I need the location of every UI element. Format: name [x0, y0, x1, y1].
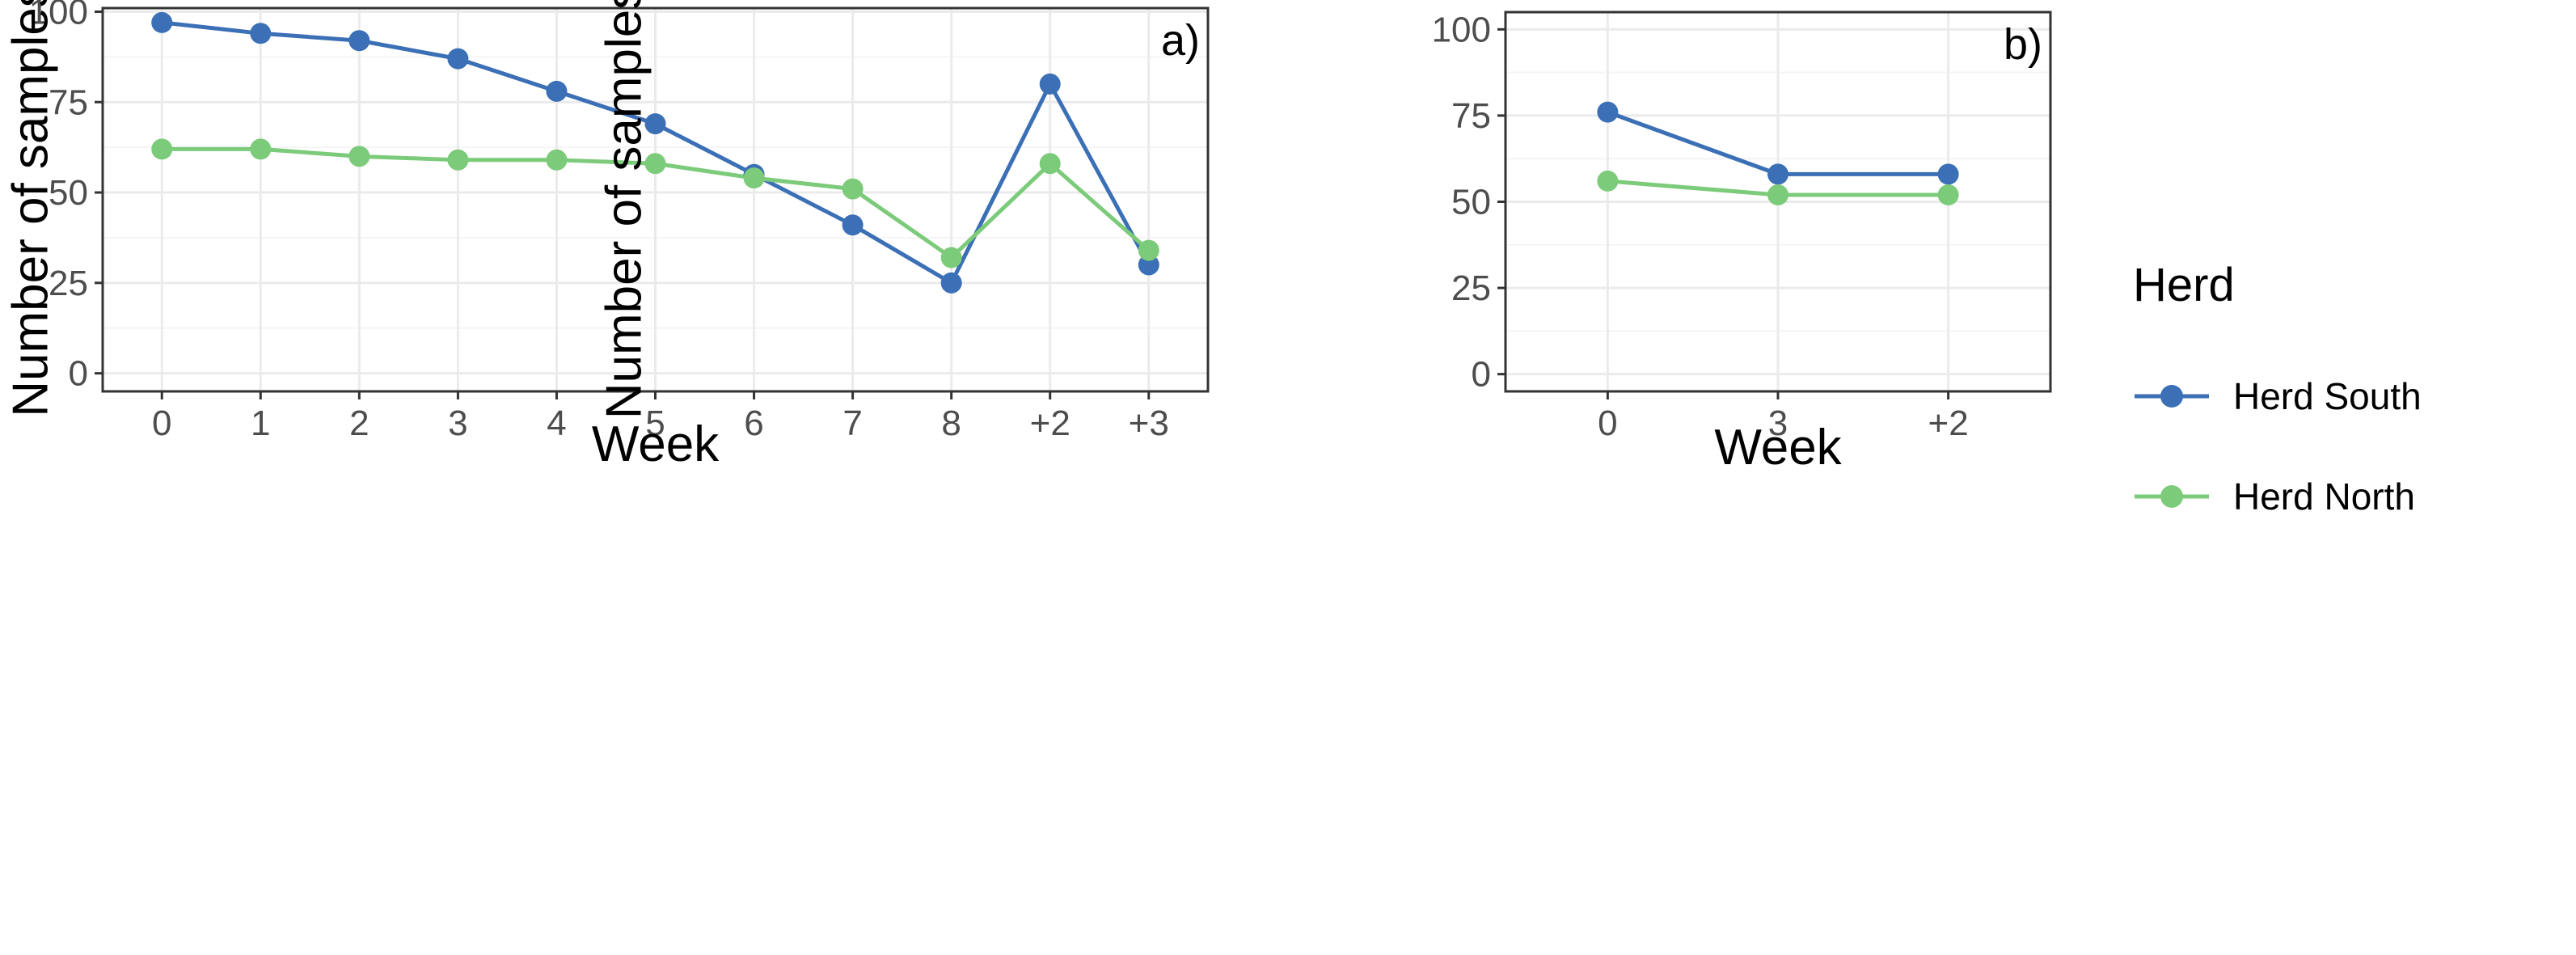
pb-y-tick-label: 100 [1432, 10, 1491, 49]
panel-a-x-axis-title: Week [592, 416, 720, 472]
pb-x-tick-label: 0 [1598, 404, 1617, 443]
pa-point-herd-north [1039, 153, 1061, 175]
legend-label-herd-north: Herd North [2233, 475, 2415, 518]
pa-point-herd-south [1138, 254, 1159, 276]
pa-x-tick-label: +3 [1129, 404, 1169, 443]
pb-y-tick-label: 75 [1451, 96, 1491, 136]
pa-point-herd-north [447, 149, 469, 171]
legend: Herd Herd South Herd North [2133, 259, 2422, 518]
pa-point-herd-south [940, 272, 962, 294]
pa-point-herd-south [644, 113, 666, 135]
pb-point-herd-north [1597, 170, 1619, 192]
pa-x-tick-label: +2 [1030, 404, 1071, 443]
pa-y-tick-label: 50 [49, 173, 88, 213]
pa-x-tick-label: 7 [842, 404, 862, 443]
panel-b-tag: b) [2004, 20, 2042, 69]
pa-point-herd-south [250, 23, 272, 44]
pa-point-herd-south [1039, 73, 1061, 95]
panel-b-series [1597, 101, 1959, 205]
legend-title: Herd [2133, 259, 2235, 311]
panel-a-y-axis-title: Number of samples [2, 0, 58, 417]
pa-y-tick-label: 100 [29, 0, 88, 32]
pa-x-tick-label: 6 [744, 404, 763, 443]
pa-x-tick-label: 4 [547, 404, 566, 443]
pb-point-herd-south [1767, 163, 1788, 185]
pa-point-herd-north [348, 146, 370, 167]
panel-a-tag: a) [1161, 16, 1200, 65]
pa-point-herd-south [546, 80, 568, 102]
pb-y-tick-label: 0 [1472, 355, 1491, 395]
panel-b-x-axis-title: Week [1714, 420, 1842, 475]
panel-a-series [151, 11, 1159, 294]
legend-item-herd-south: Herd South [2135, 375, 2422, 417]
panel-b-y-axis-title: Number of samples [596, 0, 652, 419]
pa-x-tick-label: 1 [251, 404, 270, 443]
pa-y-tick-label: 0 [69, 354, 88, 394]
pa-point-herd-north [743, 167, 765, 189]
pa-point-herd-north [940, 247, 962, 268]
panel-a-grid [103, 8, 1208, 391]
legend-key-marker-herd-north [2160, 485, 2183, 508]
pa-point-herd-north [151, 138, 173, 160]
pa-y-tick-label: 75 [49, 82, 88, 122]
pa-y-tick-label: 25 [49, 264, 88, 303]
pa-point-herd-north [546, 149, 568, 171]
pa-point-herd-north [1138, 239, 1159, 261]
legend-item-herd-north: Herd North [2135, 475, 2415, 518]
pa-x-tick-label: 3 [448, 404, 467, 443]
pa-x-tick-label: 0 [152, 404, 171, 443]
panel-a: 0 25 50 75 100 0 1 2 3 4 5 6 7 8 +2 +3 a) Week Number o… [2, 0, 1210, 472]
pa-point-herd-south [842, 214, 864, 236]
pb-y-tick-label: 50 [1451, 183, 1491, 222]
pa-point-herd-south [151, 11, 173, 33]
pa-point-herd-north [250, 138, 272, 160]
pa-point-herd-north [644, 153, 666, 175]
pa-x-tick-label: 8 [941, 404, 961, 443]
panel-b-ticks: 0 25 50 75 100 0 3 +2 [1432, 10, 1969, 443]
legend-key-marker-herd-south [2160, 385, 2183, 408]
pa-point-herd-north [842, 178, 864, 200]
legend-label-herd-south: Herd South [2233, 375, 2422, 417]
pa-point-herd-south [447, 48, 469, 70]
pb-point-herd-north [1937, 184, 1959, 205]
pa-x-tick-label: 2 [349, 404, 369, 443]
pb-x-tick-label: +2 [1928, 404, 1969, 443]
pb-y-tick-label: 25 [1451, 268, 1491, 308]
pb-point-herd-south [1597, 101, 1619, 123]
panel-a-ticks: 0 25 50 75 100 0 1 2 3 4 5 6 7 8 +2 +3 [29, 0, 1169, 443]
pb-point-herd-north [1767, 184, 1788, 205]
pb-point-herd-south [1937, 163, 1959, 185]
pb-x-tick-label: 3 [1768, 404, 1788, 443]
pa-x-tick-label: 5 [645, 404, 665, 443]
pa-point-herd-south [348, 30, 370, 52]
